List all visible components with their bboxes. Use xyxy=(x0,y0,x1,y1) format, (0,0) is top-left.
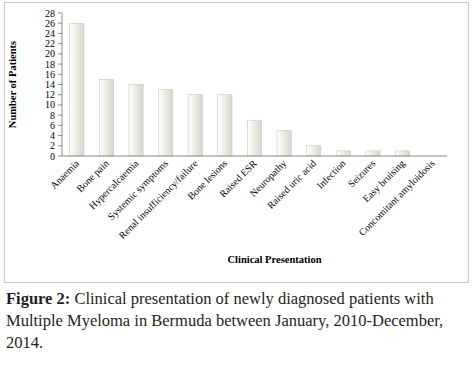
bar xyxy=(336,151,350,156)
bar xyxy=(129,85,143,157)
y-tick-label: 14 xyxy=(45,79,55,90)
y-axis-title: Number of Patients xyxy=(7,41,18,128)
y-tick xyxy=(58,156,62,157)
y-tick-label: 2 xyxy=(50,140,55,151)
x-tick-label: Infection xyxy=(314,158,347,191)
chart: 0246810121416182022242628AnaemiaBone pai… xyxy=(0,0,474,285)
y-tick-label: 4 xyxy=(50,130,55,141)
x-tick-label: Raised uric acid xyxy=(265,158,318,211)
bar xyxy=(70,23,84,156)
y-tick-label: 28 xyxy=(45,8,55,19)
y-tick-label: 10 xyxy=(45,99,55,110)
y-tick-label: 12 xyxy=(45,89,55,100)
y-tick xyxy=(58,104,62,105)
x-tick-label: Renal insufficiency/failure xyxy=(116,157,200,241)
y-tick xyxy=(58,94,62,95)
y-axis xyxy=(62,13,63,156)
y-tick-label: 6 xyxy=(50,120,55,131)
y-tick-label: 26 xyxy=(45,18,55,29)
y-tick-label: 20 xyxy=(45,48,55,59)
bar xyxy=(247,120,261,156)
y-tick-label: 8 xyxy=(50,110,55,121)
bar xyxy=(218,95,232,156)
chart-frame xyxy=(5,3,469,283)
y-tick xyxy=(58,145,62,146)
y-tick xyxy=(58,84,62,85)
bar xyxy=(188,95,202,156)
bar xyxy=(395,151,409,156)
y-tick-label: 24 xyxy=(45,28,55,39)
y-tick xyxy=(58,135,62,136)
y-tick xyxy=(58,23,62,24)
y-tick xyxy=(58,125,62,126)
caption-label: Figure 2: xyxy=(6,289,70,308)
x-tick-label: Hypercalcaemia xyxy=(87,157,141,211)
y-tick xyxy=(58,33,62,34)
caption: Figure 2: Clinical presentation of newly… xyxy=(6,288,468,354)
bar xyxy=(366,151,380,156)
y-tick xyxy=(58,53,62,54)
bar xyxy=(99,79,113,156)
bar xyxy=(307,146,321,156)
caption-text: Clinical presentation of newly diagnosed… xyxy=(6,289,443,352)
x-tick-label: Concomitant amyloidosis xyxy=(356,158,436,238)
y-tick xyxy=(58,64,62,65)
x-axis-title: Clinical Presentation xyxy=(227,254,321,265)
x-axis xyxy=(62,156,447,157)
y-tick xyxy=(58,13,62,14)
y-tick xyxy=(58,74,62,75)
y-tick xyxy=(58,115,62,116)
bar xyxy=(277,130,291,156)
y-tick xyxy=(58,43,62,44)
bar xyxy=(159,90,173,156)
y-tick-label: 16 xyxy=(45,69,55,80)
y-tick-label: 22 xyxy=(45,38,55,49)
y-tick-label: 0 xyxy=(50,151,55,162)
y-tick-label: 18 xyxy=(45,59,55,70)
